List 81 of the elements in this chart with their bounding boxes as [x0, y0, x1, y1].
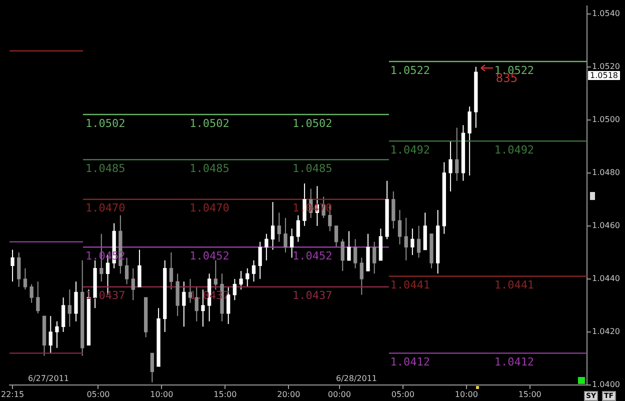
x-tick-label: 00:00	[328, 390, 351, 399]
candlestick	[169, 252, 174, 290]
candlestick	[17, 252, 21, 288]
candlestick	[290, 228, 294, 258]
candlestick	[468, 106, 472, 176]
candlestick	[61, 296, 66, 332]
y-tick-label: 1.0520	[592, 62, 620, 71]
candlestick	[68, 289, 72, 328]
candlestick	[404, 217, 408, 261]
candlestick	[340, 238, 344, 272]
candlestick	[455, 127, 459, 182]
annotation: 1.0437	[292, 289, 332, 302]
candlestick	[74, 281, 78, 322]
candlestick	[252, 260, 256, 282]
annotation: 1.0502	[190, 116, 230, 130]
annotation: 1.0502	[86, 116, 126, 130]
candlestick	[214, 260, 218, 290]
candlestick	[416, 225, 421, 258]
annotation: 1.0470	[190, 202, 230, 215]
x-tick-label: 05:00	[391, 390, 414, 399]
annotation: 1.0452	[292, 249, 332, 262]
annotation: 1.0412	[390, 356, 430, 369]
candlestick	[353, 238, 358, 269]
y-tick-label: 1.0540	[592, 8, 620, 18]
x-tick-label: 20:00	[277, 390, 300, 399]
annotation: 6/28/2011	[336, 374, 378, 383]
text: 1.0518	[588, 71, 620, 80]
y-tick-label: 1.0440	[592, 274, 620, 284]
annotation: 1.0412	[494, 356, 534, 369]
x-tick-label: 22:15	[0, 390, 24, 399]
candlestick	[150, 352, 154, 383]
candlestick	[296, 214, 300, 242]
y-tick-label: 1.0400	[592, 380, 620, 390]
candlestick	[398, 209, 402, 245]
candlestick	[410, 228, 414, 256]
y-tick-label: 1.0480	[592, 168, 620, 177]
candlestick	[10, 249, 14, 282]
candlestick	[232, 278, 237, 301]
candlestick	[182, 281, 186, 328]
candlestick	[30, 284, 34, 304]
candlestick	[239, 270, 243, 290]
candlestick	[226, 286, 230, 325]
candlestick	[138, 249, 142, 288]
candlestick	[246, 268, 250, 288]
annotation: 1.0452	[190, 249, 230, 262]
candlestick	[55, 320, 59, 348]
candlestick	[258, 241, 262, 280]
y-tick-label: 1.0460	[592, 220, 620, 230]
y-tick-label: 1.0420	[592, 327, 620, 336]
candlestick	[448, 140, 452, 192]
annotation: 1.0502	[292, 116, 332, 130]
annotation: 1.0485	[86, 162, 126, 175]
candlestick	[23, 268, 28, 290]
annotation: 1.0485	[190, 162, 230, 175]
annotation: 1.0470	[86, 202, 126, 215]
x-tick-label: 10:00	[150, 390, 174, 399]
candlestick	[372, 241, 376, 274]
annotation: 1.0522	[390, 64, 430, 77]
y-tick-label: 1.0500	[592, 114, 620, 124]
candlestick	[392, 190, 396, 230]
candlestick	[277, 212, 281, 242]
annotation: 1.0485	[292, 162, 332, 175]
candlestick	[284, 217, 288, 253]
annotation: 1.0441	[390, 278, 430, 292]
candlestick	[334, 225, 338, 248]
x-tick-label: 05:00	[86, 390, 110, 399]
x-tick-label: 10:00	[454, 390, 478, 399]
candlestick	[36, 281, 40, 314]
annotation: 6/27/2011	[28, 374, 70, 383]
x-tick-label: 15:00	[214, 390, 237, 399]
annotation: 1.0492	[494, 143, 534, 156]
candlestick	[48, 316, 52, 354]
candlestick	[360, 257, 364, 296]
x-tick-label: 15:00	[518, 390, 542, 399]
candlestick	[124, 257, 129, 285]
candlestick	[270, 202, 275, 250]
candlestick	[264, 233, 268, 261]
candlestick	[347, 230, 351, 261]
annotation: 1.0441	[494, 278, 534, 292]
annotation: 1.0492	[390, 143, 430, 156]
candlestick	[131, 268, 135, 301]
